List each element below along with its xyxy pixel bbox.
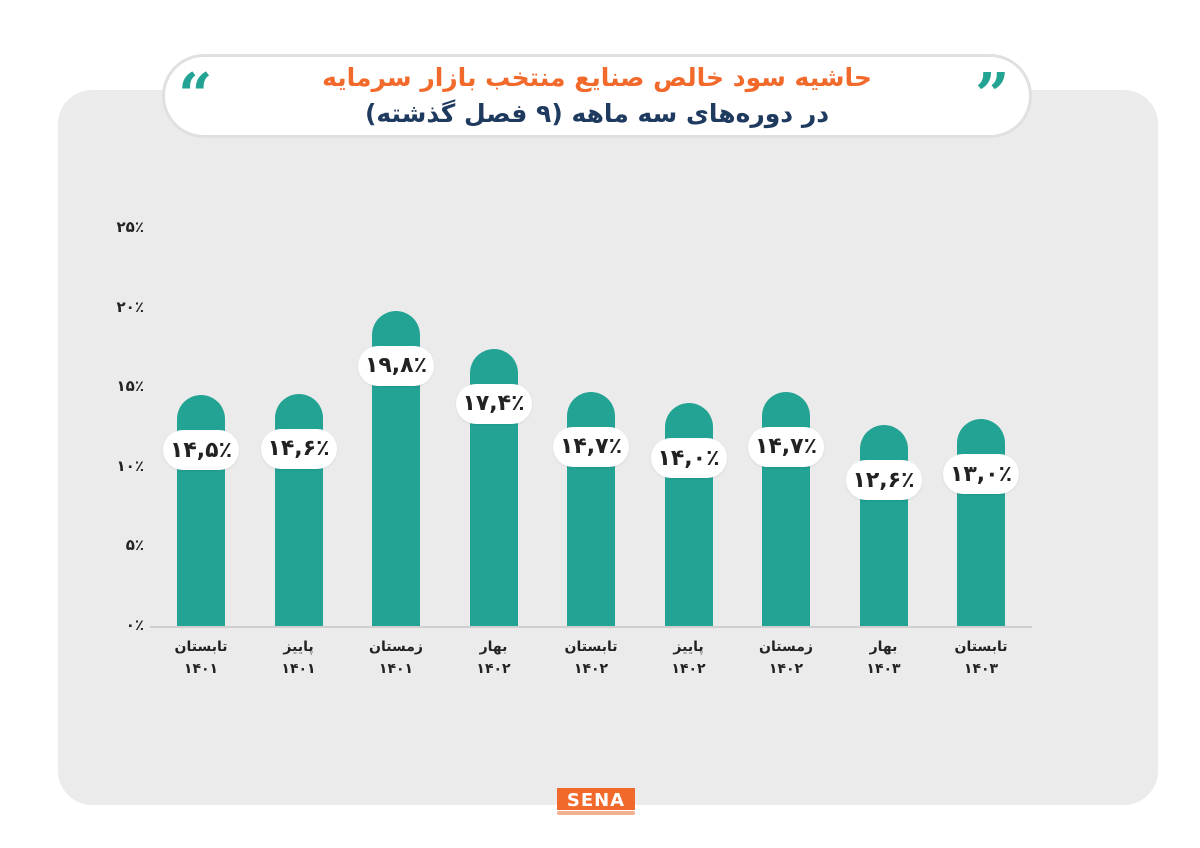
- bar: [859, 425, 908, 626]
- logo-underline: [557, 811, 635, 815]
- y-tick-label: ۱۵٪: [116, 377, 144, 396]
- y-tick-label: ۵٪: [125, 536, 144, 555]
- x-tick-season: تابستان: [564, 639, 618, 655]
- x-tick-label: تابستان ۱۴۰۱: [156, 636, 246, 680]
- x-tick-label: بهار ۱۴۰۲: [449, 636, 539, 680]
- x-axis-line: [150, 626, 1032, 628]
- value-label: ۱۴,۷٪: [553, 426, 629, 467]
- value-label: ۱۲,۶٪: [845, 460, 922, 501]
- x-tick-season: تابستان: [174, 639, 228, 655]
- x-tick-label: تابستان ۱۴۰۲: [546, 636, 636, 680]
- value-label: ۱۴,۵٪: [163, 430, 239, 471]
- value-label: ۱۴,۶٪: [260, 428, 337, 469]
- bar: [957, 419, 1005, 626]
- quote-open-icon: “: [178, 61, 213, 131]
- value-label: ۱۴,۰٪: [650, 438, 727, 479]
- x-tick-season: زمستان: [369, 639, 423, 655]
- y-tick-label: ۲۰٪: [116, 297, 144, 316]
- x-tick-season: زمستان: [759, 639, 813, 655]
- x-tick-year: ۱۴۰۲: [671, 661, 706, 677]
- value-label: ۱۳,۰٪: [943, 454, 1019, 495]
- x-tick-year: ۱۴۰۱: [378, 661, 414, 677]
- x-tick-year: ۱۴۰۲: [573, 661, 609, 677]
- y-tick-label: ۰٪: [125, 616, 144, 634]
- y-tick-label: ۲۵٪: [116, 218, 144, 236]
- bar: [664, 403, 713, 626]
- x-tick-season: پاییز: [283, 639, 314, 655]
- title-box: حاشیه سود خالص صنایع منتخب بازار سرمایه …: [162, 54, 1032, 138]
- y-tick-label: ۱۰٪: [116, 456, 144, 475]
- x-tick-label: بهار ۱۴۰۳: [839, 636, 929, 680]
- x-tick-label: زمستان ۱۴۰۱: [351, 636, 441, 680]
- x-tick-season: بهار: [479, 639, 508, 655]
- x-tick-season: بهار: [869, 639, 898, 655]
- x-tick-label: تابستان ۱۴۰۳: [936, 636, 1026, 680]
- sena-logo: SENA: [557, 788, 635, 818]
- x-tick-label: زمستان ۱۴۰۲: [741, 636, 831, 680]
- chart-title: حاشیه سود خالص صنایع منتخب بازار سرمایه: [322, 63, 872, 92]
- x-tick-year: ۱۴۰۲: [768, 661, 804, 677]
- logo-background: [557, 788, 635, 810]
- x-tick-season: پاییز: [673, 639, 704, 655]
- chart-subtitle: در دوره‌های سه ماهه (۹ فصل گذشته): [364, 99, 830, 128]
- x-tick-season: تابستان: [954, 639, 1008, 655]
- x-tick-year: ۱۴۰۳: [963, 661, 999, 677]
- x-tick-year: ۱۴۰۳: [866, 661, 901, 677]
- logo-text: SENA: [566, 790, 626, 811]
- x-tick-year: ۱۴۰۱: [183, 661, 219, 677]
- value-label: ۱۹,۸٪: [358, 345, 434, 386]
- x-tick-label: پاییز ۱۴۰۱: [254, 636, 344, 680]
- x-tick-year: ۱۴۰۲: [476, 661, 511, 677]
- value-label: ۱۷,۴٪: [455, 383, 532, 424]
- quote-close-icon: ”: [975, 61, 1010, 131]
- x-tick-year: ۱۴۰۱: [281, 661, 316, 677]
- x-tick-label: پاییز ۱۴۰۲: [644, 636, 734, 680]
- value-label: ۱۴,۷٪: [748, 426, 824, 467]
